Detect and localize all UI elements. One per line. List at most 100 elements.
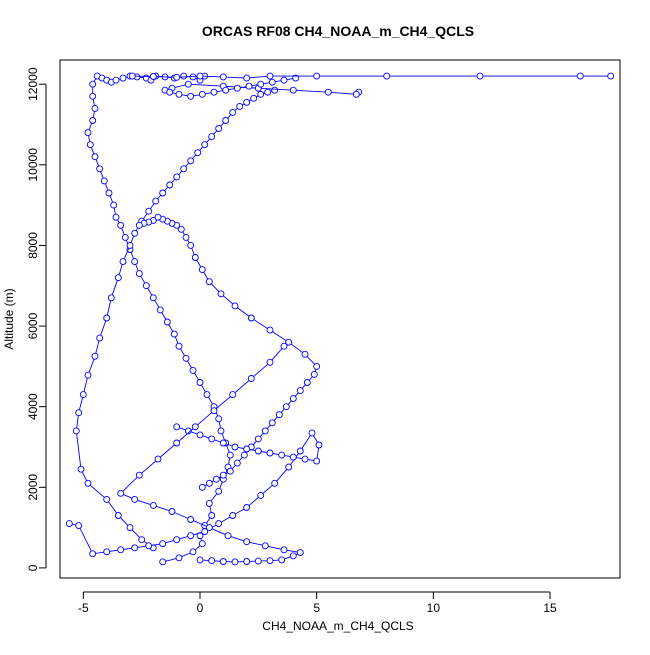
data-point bbox=[296, 447, 304, 455]
data-point bbox=[89, 117, 97, 124]
data-point bbox=[96, 165, 104, 173]
chart-title: ORCAS RF08 CH4_NOAA_m_CH4_QCLS bbox=[202, 23, 474, 39]
series-line bbox=[132, 75, 611, 79]
data-point bbox=[191, 423, 199, 431]
y-axis-label: Altitude (m) bbox=[2, 288, 16, 349]
data-point bbox=[159, 189, 167, 197]
data-point bbox=[187, 532, 195, 540]
data-point bbox=[217, 427, 225, 435]
data-point bbox=[117, 489, 125, 497]
data-point bbox=[131, 258, 139, 266]
data-point bbox=[149, 73, 157, 80]
data-point bbox=[201, 141, 209, 149]
data-point bbox=[145, 207, 153, 215]
data-point bbox=[149, 501, 157, 509]
data-point bbox=[135, 270, 143, 278]
data-point bbox=[173, 423, 181, 431]
data-point bbox=[110, 201, 118, 209]
data-point bbox=[266, 358, 274, 366]
data-point bbox=[103, 495, 111, 503]
data-point bbox=[233, 84, 241, 92]
data-point bbox=[105, 189, 113, 197]
data-point bbox=[208, 557, 216, 565]
data-point bbox=[476, 72, 484, 80]
data-point bbox=[576, 72, 584, 80]
data-point bbox=[278, 451, 286, 459]
x-tick-label: 0 bbox=[197, 601, 204, 615]
data-point bbox=[75, 409, 83, 417]
data-point bbox=[187, 516, 195, 523]
y-axis: 0 2000 4000 6000 8000 10000 12000 bbox=[26, 67, 47, 571]
data-point bbox=[289, 453, 297, 461]
data-point bbox=[254, 435, 262, 443]
data-point bbox=[154, 455, 162, 463]
series-layer bbox=[65, 72, 615, 566]
data-point bbox=[313, 72, 321, 80]
data-point bbox=[264, 88, 272, 96]
data-point bbox=[215, 415, 223, 423]
data-point bbox=[240, 451, 248, 459]
data-point bbox=[268, 78, 276, 86]
data-point bbox=[182, 233, 190, 241]
data-point bbox=[215, 487, 223, 495]
data-point bbox=[261, 542, 269, 550]
data-point bbox=[135, 471, 143, 479]
data-point bbox=[154, 213, 162, 221]
data-point bbox=[257, 491, 265, 499]
data-point bbox=[226, 467, 234, 475]
data-point bbox=[313, 457, 321, 465]
data-point bbox=[142, 282, 150, 290]
data-series bbox=[161, 74, 363, 100]
data-point bbox=[184, 80, 192, 88]
data-series bbox=[135, 213, 321, 491]
data-point bbox=[187, 241, 195, 249]
data-point bbox=[180, 72, 188, 80]
data-point bbox=[280, 342, 288, 350]
data-point bbox=[196, 556, 204, 564]
data-point bbox=[112, 213, 120, 221]
data-point bbox=[280, 76, 288, 84]
data-point bbox=[91, 352, 99, 360]
data-point bbox=[135, 221, 143, 229]
data-point bbox=[79, 391, 87, 399]
data-point bbox=[117, 221, 125, 229]
data-point bbox=[208, 512, 216, 519]
data-point bbox=[233, 459, 241, 467]
data-point bbox=[103, 314, 111, 322]
x-tick-label: 10 bbox=[427, 601, 441, 615]
data-point bbox=[231, 558, 239, 566]
data-point bbox=[196, 72, 204, 80]
y-tick-label: 0 bbox=[26, 564, 40, 571]
data-point bbox=[198, 540, 206, 548]
data-point bbox=[107, 294, 115, 302]
data-point bbox=[205, 278, 213, 286]
data-point bbox=[126, 524, 134, 532]
data-point bbox=[128, 72, 136, 80]
data-point bbox=[383, 72, 391, 80]
data-point bbox=[86, 141, 94, 149]
data-point bbox=[243, 538, 251, 546]
data-point bbox=[163, 318, 171, 326]
data-point bbox=[231, 443, 239, 451]
data-point bbox=[173, 173, 181, 181]
data-point bbox=[247, 314, 255, 322]
data-point bbox=[119, 258, 127, 266]
data-point bbox=[278, 556, 286, 564]
data-point bbox=[72, 427, 80, 435]
y-tick-label: 10000 bbox=[26, 148, 40, 182]
data-point bbox=[215, 125, 223, 132]
data-series bbox=[72, 86, 279, 552]
data-point bbox=[177, 225, 185, 233]
data-point bbox=[313, 362, 321, 370]
data-point bbox=[189, 366, 197, 374]
data-point bbox=[257, 90, 265, 98]
data-point bbox=[285, 463, 293, 471]
data-point bbox=[121, 233, 129, 241]
series-line bbox=[139, 216, 318, 488]
data-point bbox=[303, 379, 311, 386]
data-point bbox=[145, 542, 153, 550]
data-point bbox=[254, 557, 262, 565]
data-point bbox=[149, 294, 157, 302]
